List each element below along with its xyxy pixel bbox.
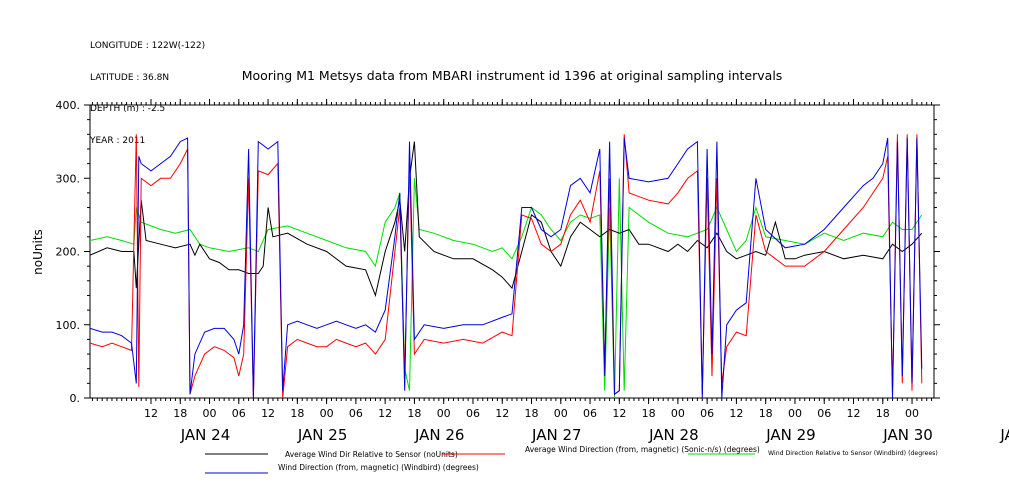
x-tick-label: 00 [788,407,802,420]
x-tick-label: 00 [320,407,334,420]
x-tick-label: 18 [407,407,421,420]
legend: Average Wind Dir Relative to Sensor (noU… [205,445,938,474]
x-tick-label: 00 [671,407,685,420]
plot-frame [89,104,935,399]
metadata-block: LONGITUDE : 122W(-122) LATITUDE : 36.8N … [90,20,205,157]
x-tick-label: 12 [612,407,626,420]
x-tick-label: 12 [144,407,158,420]
series-line-3 [90,178,923,398]
longitude-label: LONGITUDE : 122W(-122) [90,41,206,51]
y-tick-label: 300. [56,172,81,185]
y-tick-label: 200. [56,246,81,259]
x-date-label: JAN 26 [414,426,465,444]
series-line-4 [90,137,923,398]
x-tick-label: 00 [554,407,568,420]
x-date-label: JAN 24 [180,426,231,444]
y-tick-label: 400. [56,99,81,112]
legend-label-1: Average Wind Dir Relative to Sensor (noU… [285,450,458,459]
x-tick-label: 12 [729,407,743,420]
x-date-label: JAN 30 [882,426,933,444]
chart-title: Mooring M1 Metsys data from MBARI instru… [242,68,783,83]
latitude-label: LATITUDE : 36.8N [90,72,170,83]
x-date-label: JAN 31 [999,426,1009,444]
plot-area: 0. 100. 200. 300. 400. 12 18 00 06 12 18 00 06 12 18 00… [56,99,1009,444]
x-tick-label: 06 [232,407,246,420]
x-tick-label: 00 [437,407,451,420]
x-date-label: JAN 28 [648,426,699,444]
x-tick-label: 18 [876,407,890,420]
x-tick-label: 06 [349,407,363,420]
series-line-2 [90,134,923,398]
x-tick-label: 12 [847,407,861,420]
y-tick-label: 0. [70,392,81,405]
depth-label: DEPTH (m) : -2.5 [90,104,166,114]
series-line-1 [90,141,923,298]
y-tick-label: 100. [56,319,81,332]
year-label: YEAR : 2011 [90,135,146,146]
x-tick-label: 18 [642,407,656,420]
y-axis-label: noUnits [31,229,45,275]
x-tick-label: 00 [203,407,217,420]
x-date-label: JAN 29 [765,426,816,444]
x-tick-label: 06 [817,407,831,420]
legend-label-3: Wind Direction Relative to Sensor (Windb… [768,450,938,457]
x-date-label: JAN 25 [297,426,348,444]
legend-label-4: Wind Direction (from, magnetic) (Windbir… [278,463,479,472]
x-tick-label: 00 [905,407,919,420]
legend-label-2: Average Wind Direction (from, magnetic) … [525,445,760,454]
x-tick-label: 12 [495,407,509,420]
x-tick-label: 18 [173,407,187,420]
x-tick-label: 18 [525,407,539,420]
x-tick-label: 18 [759,407,773,420]
x-date-label: JAN 27 [531,426,582,444]
x-tick-label: 12 [261,407,275,420]
x-tick-label: 18 [290,407,304,420]
x-tick-label: 12 [378,407,392,420]
x-tick-label: 06 [583,407,597,420]
x-tick-label: 06 [466,407,480,420]
x-tick-label: 06 [700,407,714,420]
